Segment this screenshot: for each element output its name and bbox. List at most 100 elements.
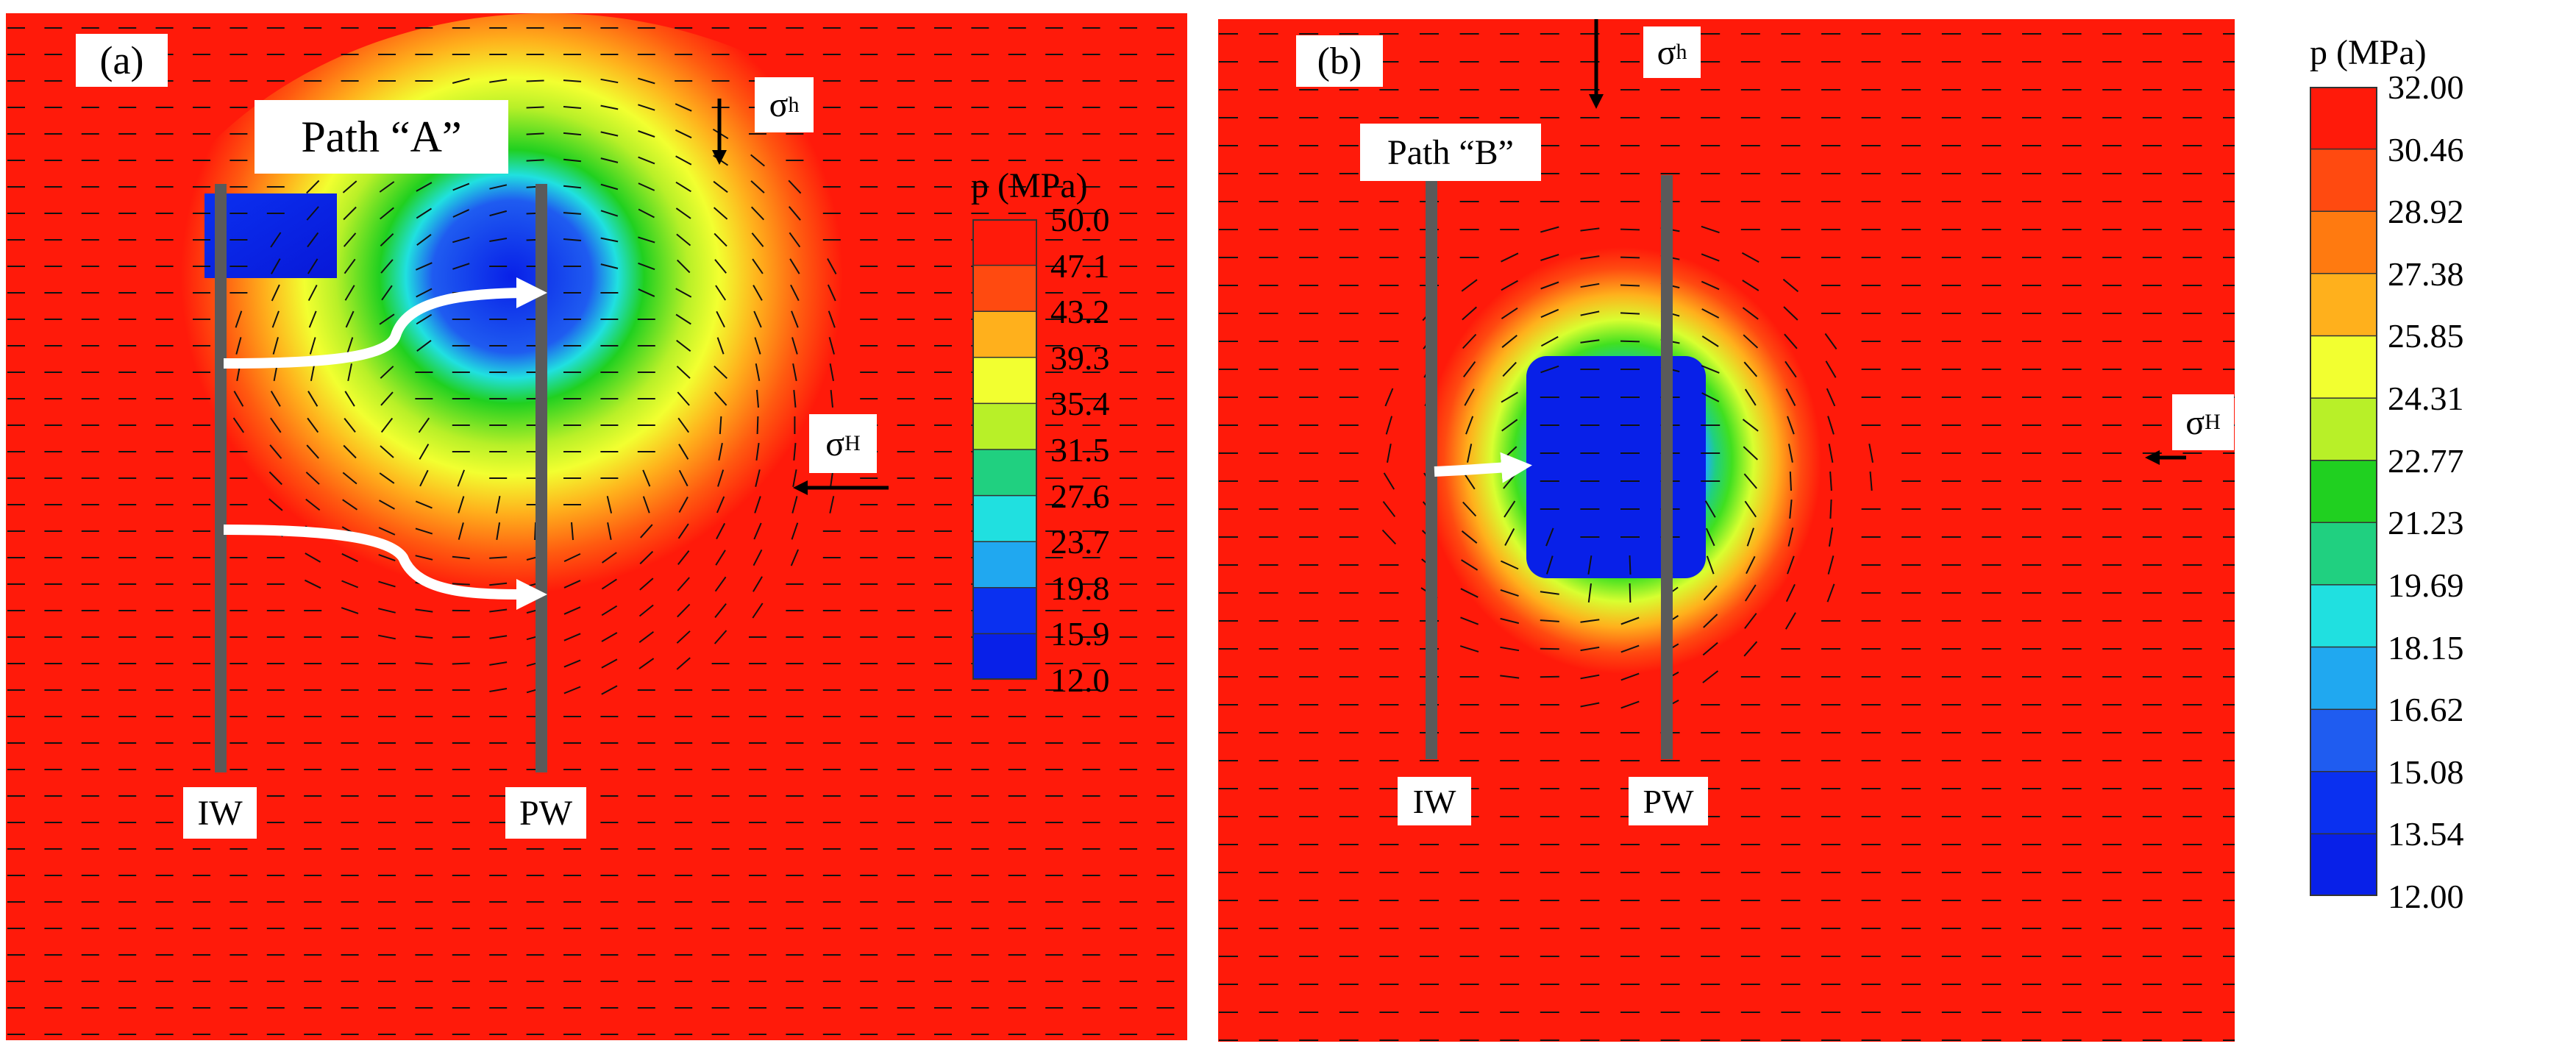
stress-dash [1580,619,1600,623]
stress-dash [309,337,316,355]
stress-dash [1743,473,1757,489]
stress-dash [416,288,433,298]
production-well-label-a: PW [505,787,586,839]
panel-label-b: (b) [1296,35,1383,87]
stress-dash [343,206,357,221]
stress-dash [638,658,655,669]
stress-dash [1501,335,1518,348]
stress-dash [1620,256,1640,259]
stress-dash [1789,500,1793,519]
wells-overlay-b [1426,19,2186,759]
stress-dash [526,106,544,109]
production-well-label-b: PW [1629,777,1708,825]
stress-dash [1580,646,1600,652]
legend-color-band [2310,709,2377,772]
stress-dash [1465,416,1474,435]
stress-dash [638,104,655,111]
stress-dash [563,606,581,615]
stress-dash [1703,585,1718,601]
legend-color-band [2310,584,2377,648]
stress-dash [304,579,321,589]
legend-color-band [972,449,1037,497]
stress-dash [1460,588,1479,598]
stress-dash [642,469,651,487]
stress-dash [1787,555,1795,575]
stress-dash [1385,416,1393,435]
stress-dash [791,496,798,513]
stress-dash [678,469,689,487]
legend-color-band [972,633,1037,680]
stress-dash [1502,361,1517,377]
stress-dash [789,232,801,248]
stress-dash [1545,527,1554,547]
stress-dash [415,608,433,613]
stress-dash [1467,444,1473,463]
legend-tick-label: 50.0 [1050,201,1110,238]
stress-dash [310,363,316,381]
stress-dash [495,496,501,513]
stress-dash [378,527,396,536]
stress-dash [1501,391,1518,403]
stress-dash [458,496,465,513]
stress-dash [1701,308,1720,319]
stress-dash [489,238,508,242]
stress-dash [600,183,619,191]
stress-dash [1705,527,1715,547]
legend-tick-label: 39.3 [1050,338,1110,377]
stress-dash [571,522,574,541]
stress-dash [1785,612,1796,630]
panel-label-a: (a) [76,34,168,87]
stress-dash [563,686,581,694]
stress-dash [719,416,722,435]
stress-dash [1500,646,1520,652]
stress-dash [1746,527,1754,547]
stress-dash [1826,388,1836,407]
stress-dash [791,522,799,540]
stress-dash [751,232,764,247]
stress-dash [675,103,692,112]
stress-dash [790,284,800,302]
stress-dash [1744,500,1757,518]
stress-dash [1826,583,1835,603]
stress-dash [827,258,837,274]
stress-dash [378,553,396,562]
stress-dash [1701,225,1720,234]
stress-dash [563,659,581,668]
legend-color-band [972,541,1037,589]
stress-dash [676,339,691,352]
stress-dash [344,391,355,407]
production-well-b [1661,175,1673,759]
stress-dash [1702,670,1719,683]
stress-dash [1540,254,1559,261]
stress-dash [640,524,653,539]
legend-tick-label: 13.54 [2388,815,2464,853]
stress-dash [1461,279,1478,292]
stress-dash [419,469,429,487]
stress-dash [1744,388,1757,406]
stress-dash [416,339,432,352]
stress-dash [638,262,655,271]
legend-tick-label: 27.38 [2388,255,2464,293]
stress-dash [675,129,692,139]
stress-dash [638,236,655,244]
stress-dash [418,417,430,433]
stress-dash [378,634,396,640]
flow-path-arrow-upper-a [223,277,547,369]
legend-color-band [2310,647,2377,710]
stress-dash [675,155,692,166]
stress-dash [306,180,320,194]
stress-dash [789,258,800,274]
stress-dash [639,550,654,565]
stress-dash [457,469,466,487]
stress-dash [1620,340,1640,343]
stress-dash [379,313,395,325]
stress-dash [1743,334,1759,349]
stress-dash [788,206,801,221]
stress-dash [307,284,318,302]
stress-dash [380,366,394,379]
stress-dash [791,310,799,328]
stress-dash [270,391,281,407]
stress-dash [341,607,359,614]
stress-dash [489,635,508,639]
